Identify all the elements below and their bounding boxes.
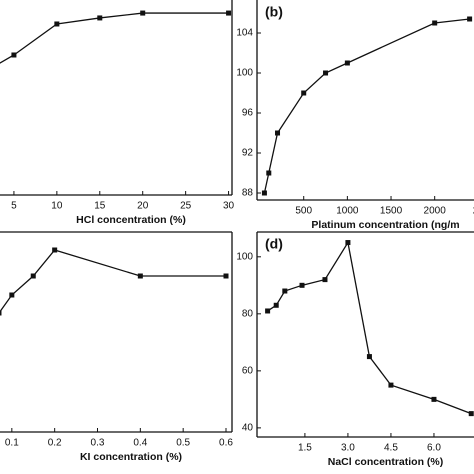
line [0,12,229,64]
line [0,249,227,313]
x-tick-label: 6.0 [427,443,441,454]
y-tick-label: 60 [242,365,254,376]
marker [344,60,350,66]
marker [366,354,372,360]
marker [9,292,15,298]
x-axis-label: NaCl concentration (%) [328,456,444,468]
marker [468,411,474,417]
y-tick-label: 96 [242,108,254,119]
marker [323,70,329,76]
x-tick-label: 1.5 [298,443,312,454]
x-tick-label: 4.5 [384,443,398,454]
marker [0,310,2,316]
marker [301,90,307,96]
marker [322,277,328,283]
line [263,18,470,194]
y-tick-label: 88 [242,188,254,199]
x-axis-label: Platinum concentration (ng/m [311,219,459,231]
x-tick-label: 0.2 [48,438,62,449]
x-tick-label: 25 [473,206,474,217]
marker [223,273,229,279]
marker [11,52,17,58]
x-tick-label: 20 [137,201,149,212]
x-axis-label: HCl concentration (%) [76,214,186,226]
x-tick-label: 0.4 [133,438,147,449]
marker [388,382,394,388]
marker [432,20,438,26]
marker [97,15,103,21]
x-tick-label: 1500 [380,206,403,217]
x-tick-label: 0.3 [91,438,105,449]
marker [299,282,305,288]
line [267,240,472,415]
x-tick-label: 0.1 [5,438,19,449]
x-tick-label: 1000 [336,206,359,217]
marker [261,190,267,196]
marker [345,240,351,246]
x-tick-label: 30 [223,201,235,212]
x-tick-label: 5 [11,201,17,212]
y-tick-label: 104 [236,28,253,39]
marker [140,10,146,16]
panel-label: (b) [265,4,283,20]
marker [282,288,288,294]
marker [266,170,272,176]
marker [30,273,36,279]
marker [265,308,271,314]
marker [273,302,279,308]
x-tick-label: 3.0 [341,443,355,454]
marker [137,273,143,279]
y-tick-label: 80 [242,308,254,319]
x-tick-label: 25 [180,201,192,212]
panel-label: (d) [265,236,283,252]
y-tick-label: 92 [242,148,254,159]
x-tick-label: 15 [94,201,106,212]
marker [275,130,281,136]
x-axis-label: KI concentration (%) [80,451,182,463]
x-tick-label: 2000 [424,206,447,217]
x-tick-label: 0.6 [219,438,233,449]
x-tick-label: 500 [295,206,312,217]
marker [467,16,473,22]
marker [52,247,58,253]
y-tick-label: 100 [236,68,253,79]
x-tick-label: 10 [51,201,63,212]
y-tick-label: 40 [242,423,254,434]
marker [226,10,232,16]
marker [431,396,437,402]
x-tick-label: 0.5 [176,438,190,449]
marker [54,21,60,27]
y-tick-label: 100 [236,251,253,262]
